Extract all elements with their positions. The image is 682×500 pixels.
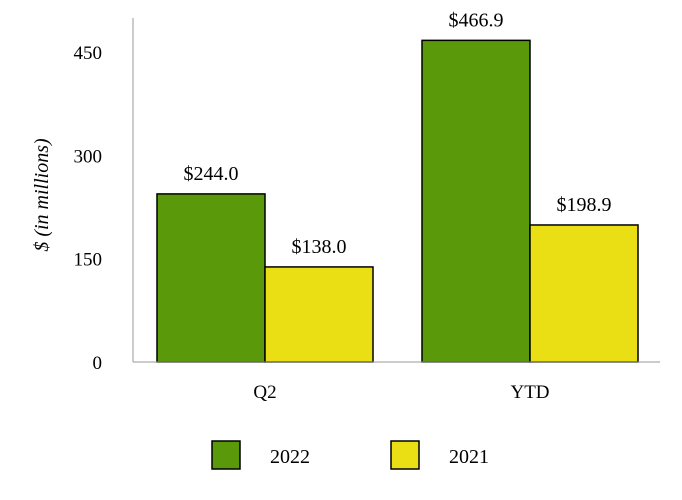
y-tick-label: 300 xyxy=(74,146,103,167)
data-label-2022-q2: $244.0 xyxy=(184,163,239,185)
bar-2022-ytd xyxy=(421,39,531,363)
legend-swatch-2021 xyxy=(390,440,420,470)
legend-label-2021: 2021 xyxy=(449,446,489,468)
legend-swatch-2022 xyxy=(211,440,241,470)
x-tick-label: Q2 xyxy=(253,382,276,403)
data-label-2021-ytd: $198.9 xyxy=(557,194,612,216)
legend-label-2022: 2022 xyxy=(270,446,310,468)
x-tick-label: YTD xyxy=(510,382,549,403)
y-tick-label: 150 xyxy=(74,250,103,271)
bar-2021-ytd xyxy=(529,224,639,363)
x-axis: Q2 YTD xyxy=(133,361,660,403)
y-tick-label: 0 xyxy=(93,353,103,374)
data-label-2021-q2: $138.0 xyxy=(292,236,347,258)
legend: 2022 2021 xyxy=(211,440,489,470)
bar-2022-q2 xyxy=(156,193,266,363)
bar-2021-q2 xyxy=(264,266,374,363)
y-axis: 0 150 300 450 $ (in millions) xyxy=(31,18,134,374)
data-labels: $244.0 $138.0 $466.9 $198.9 xyxy=(184,9,612,258)
y-tick-label: 450 xyxy=(74,43,103,64)
y-axis-label: $ (in millions) xyxy=(31,138,53,252)
data-label-2022-ytd: $466.9 xyxy=(449,9,504,31)
